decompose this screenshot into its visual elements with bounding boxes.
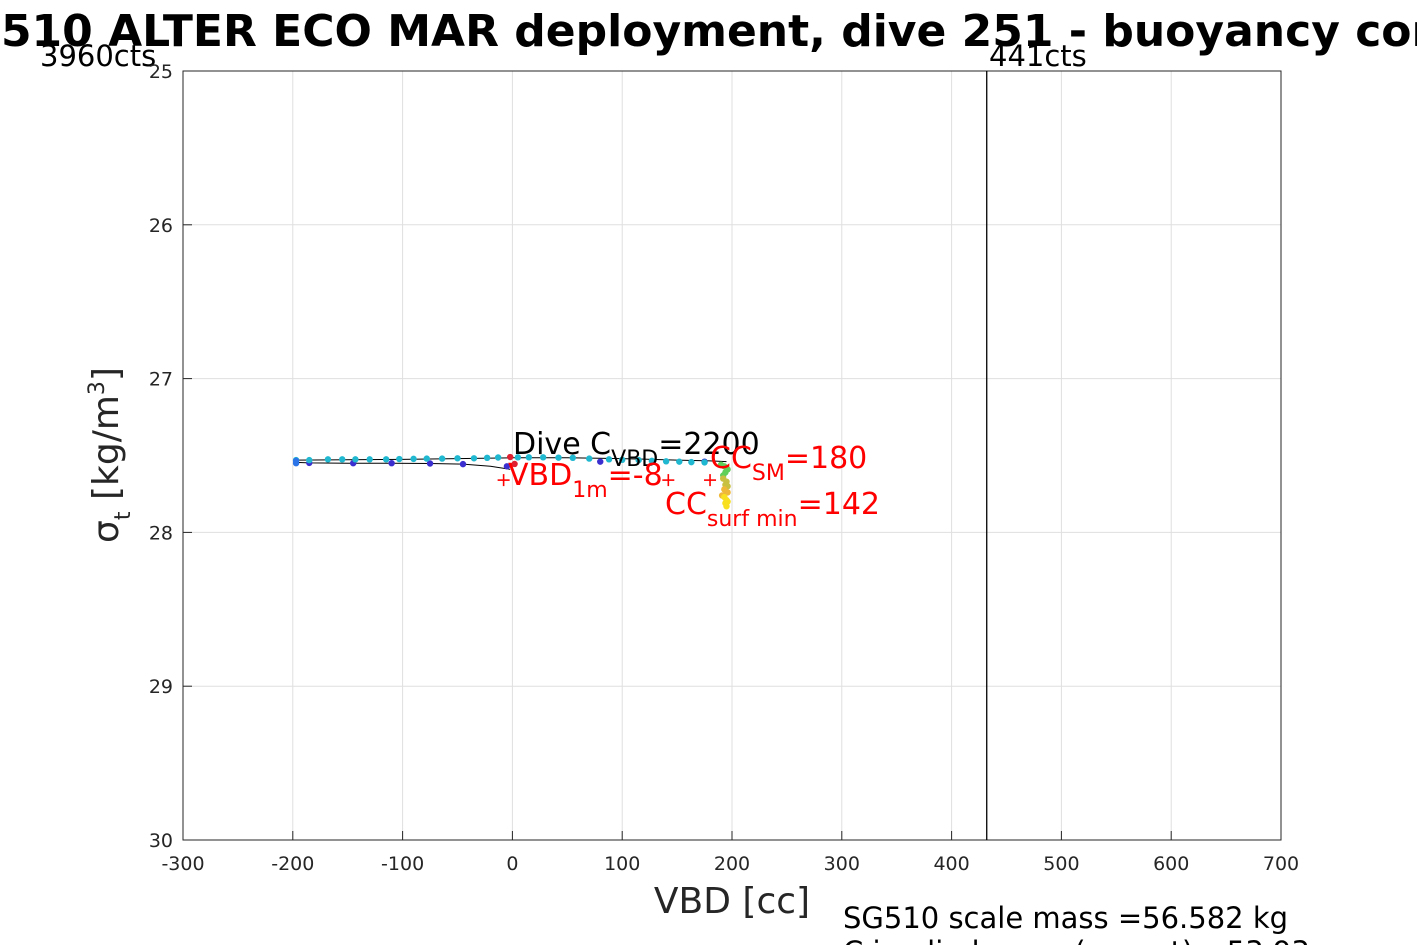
data-point-1-26 (676, 458, 683, 465)
left-count-label: 3960cts (40, 39, 156, 73)
data-point-1-23 (635, 456, 642, 464)
y-tick-label-5: 30 (149, 830, 173, 852)
y-axis-label-sub: t (111, 511, 136, 520)
data-point-1-22 (619, 456, 626, 464)
data-point-1-20 (586, 455, 593, 462)
data-point-7-4 (723, 503, 730, 510)
data-point-1-10 (438, 455, 446, 462)
x-tick-label-7: 400 (933, 853, 969, 875)
data-point-1-19 (569, 454, 576, 462)
y-axis-label: σt [kg/m3] (85, 367, 136, 543)
data-point-3-1 (511, 460, 518, 468)
cc-sm-annotation: CCSM=180 (710, 441, 867, 486)
descent-profile-line (296, 461, 511, 470)
data-point-1-13 (483, 454, 491, 462)
y-tick-labels: 25 26 27 28 29 30 (149, 61, 192, 852)
data-point-0-5 (503, 463, 511, 470)
plus-marker-2 (704, 474, 717, 487)
chart-title: SG510 ALTER ECO MAR deployment, dive 251… (0, 6, 1417, 57)
data-point-3-0 (507, 453, 514, 461)
y-axis-label-unit: [kg/m (86, 395, 127, 511)
cc-surf-min-annotation: CCsurf min=142 (665, 487, 880, 532)
plus-marker-0 (497, 474, 510, 487)
y-tick-label-0: 25 (149, 61, 173, 83)
data-point-1-2 (324, 456, 332, 463)
data-point-2-1 (292, 457, 300, 465)
dive-c-vbd-annotation: Dive CVBD=2200 (513, 427, 760, 472)
x-tick-label-9: 600 (1153, 853, 1189, 875)
data-point-1-12 (470, 455, 478, 462)
data-point-1-17 (539, 454, 547, 461)
y-tick-label-1: 26 (149, 215, 173, 237)
data-point-1-4 (352, 456, 359, 463)
data-point-1-27 (688, 458, 695, 466)
data-point-1-28 (701, 459, 708, 466)
plus-marker-1 (662, 474, 675, 487)
data-point-1-6 (382, 456, 390, 463)
y-tick-label-4: 29 (149, 676, 173, 698)
data-point-1-1 (306, 456, 313, 464)
vbd-1m-annotation: VBD1m=-8 (508, 458, 663, 503)
x-tick-label-5: 200 (714, 853, 750, 875)
data-point-0-2 (388, 459, 395, 467)
x-tick-label-3: 0 (506, 853, 518, 875)
data-point-1-21 (605, 456, 613, 463)
x-tick-label-0: -300 (161, 853, 204, 875)
data-point-0-3 (426, 460, 434, 467)
data-point-1-18 (555, 454, 562, 461)
x-tick-label-2: -100 (381, 853, 424, 875)
x-tick-label-1: -200 (271, 853, 314, 875)
data-point-0-6 (597, 458, 604, 465)
y-axis-label-close: ] (86, 367, 127, 381)
x-tick-label-4: 100 (604, 853, 640, 875)
x-tick-labels: -300 -200 -100 0 100 200 300 400 500 600 700 (161, 831, 1299, 875)
x-axis-label: VBD [cc] (654, 881, 810, 922)
data-point-6-3 (724, 489, 731, 496)
data-point-1-5 (366, 456, 373, 463)
x-tick-label-10: 700 (1263, 853, 1299, 875)
data-point-1-3 (339, 456, 346, 463)
data-point-1-7 (396, 455, 403, 463)
data-point-1-25 (662, 458, 670, 465)
data-point-0-4 (459, 460, 467, 468)
x-tick-label-6: 300 (824, 853, 860, 875)
data-point-1-11 (454, 455, 461, 462)
y-tick-label-3: 28 (149, 522, 173, 544)
data-point-1-15 (514, 454, 522, 461)
data-point-1-8 (410, 455, 417, 463)
data-point-1-9 (423, 455, 430, 462)
data-point-1-24 (648, 457, 656, 465)
data-point-1-14 (494, 454, 502, 461)
data-point-1-16 (525, 454, 533, 461)
y-tick-label-2: 27 (149, 369, 173, 391)
plus-markers (497, 474, 717, 487)
scale-mass-note: SG510 scale mass =56.582 kg (843, 901, 1288, 935)
y-axis-label-sup: 3 (85, 381, 110, 395)
y-axis-label-sigma: σ (86, 520, 127, 543)
data-points (292, 453, 731, 510)
right-count-label: 441cts (989, 39, 1087, 73)
implied-mass-note: C implied mass (ascent) =53.93 (843, 935, 1310, 945)
x-tick-label-8: 500 (1043, 853, 1079, 875)
